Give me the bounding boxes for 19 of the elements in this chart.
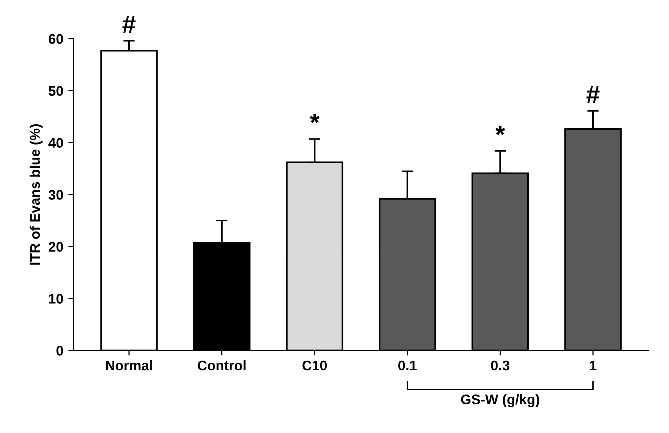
y-tick-label: 10 bbox=[49, 294, 64, 304]
annotation: * bbox=[496, 126, 506, 136]
x-tick-label: Normal bbox=[106, 360, 152, 371]
y-tick-label: 0 bbox=[56, 346, 64, 356]
y-tick-label: 40 bbox=[48, 138, 64, 148]
x-tick-label: 0.3 bbox=[491, 360, 510, 371]
annotation: * bbox=[310, 114, 320, 124]
x-tick-label: 1 bbox=[590, 360, 597, 371]
annotation: # bbox=[122, 16, 136, 34]
y-tick-label: 30 bbox=[48, 190, 64, 200]
annotation: # bbox=[586, 86, 600, 104]
y-tick-label: 60 bbox=[48, 34, 64, 44]
text: GS-W (g/kg) bbox=[461, 394, 540, 408]
x-tick-label: C10 bbox=[302, 360, 328, 371]
y-tick-label: 20 bbox=[48, 242, 64, 252]
x-tick-label: 0.1 bbox=[398, 360, 417, 371]
x-tick-label: Control bbox=[198, 360, 246, 371]
y-tick-label: 50 bbox=[48, 86, 64, 96]
y-axis-title: ITR of Evans blue (%) bbox=[30, 124, 43, 265]
